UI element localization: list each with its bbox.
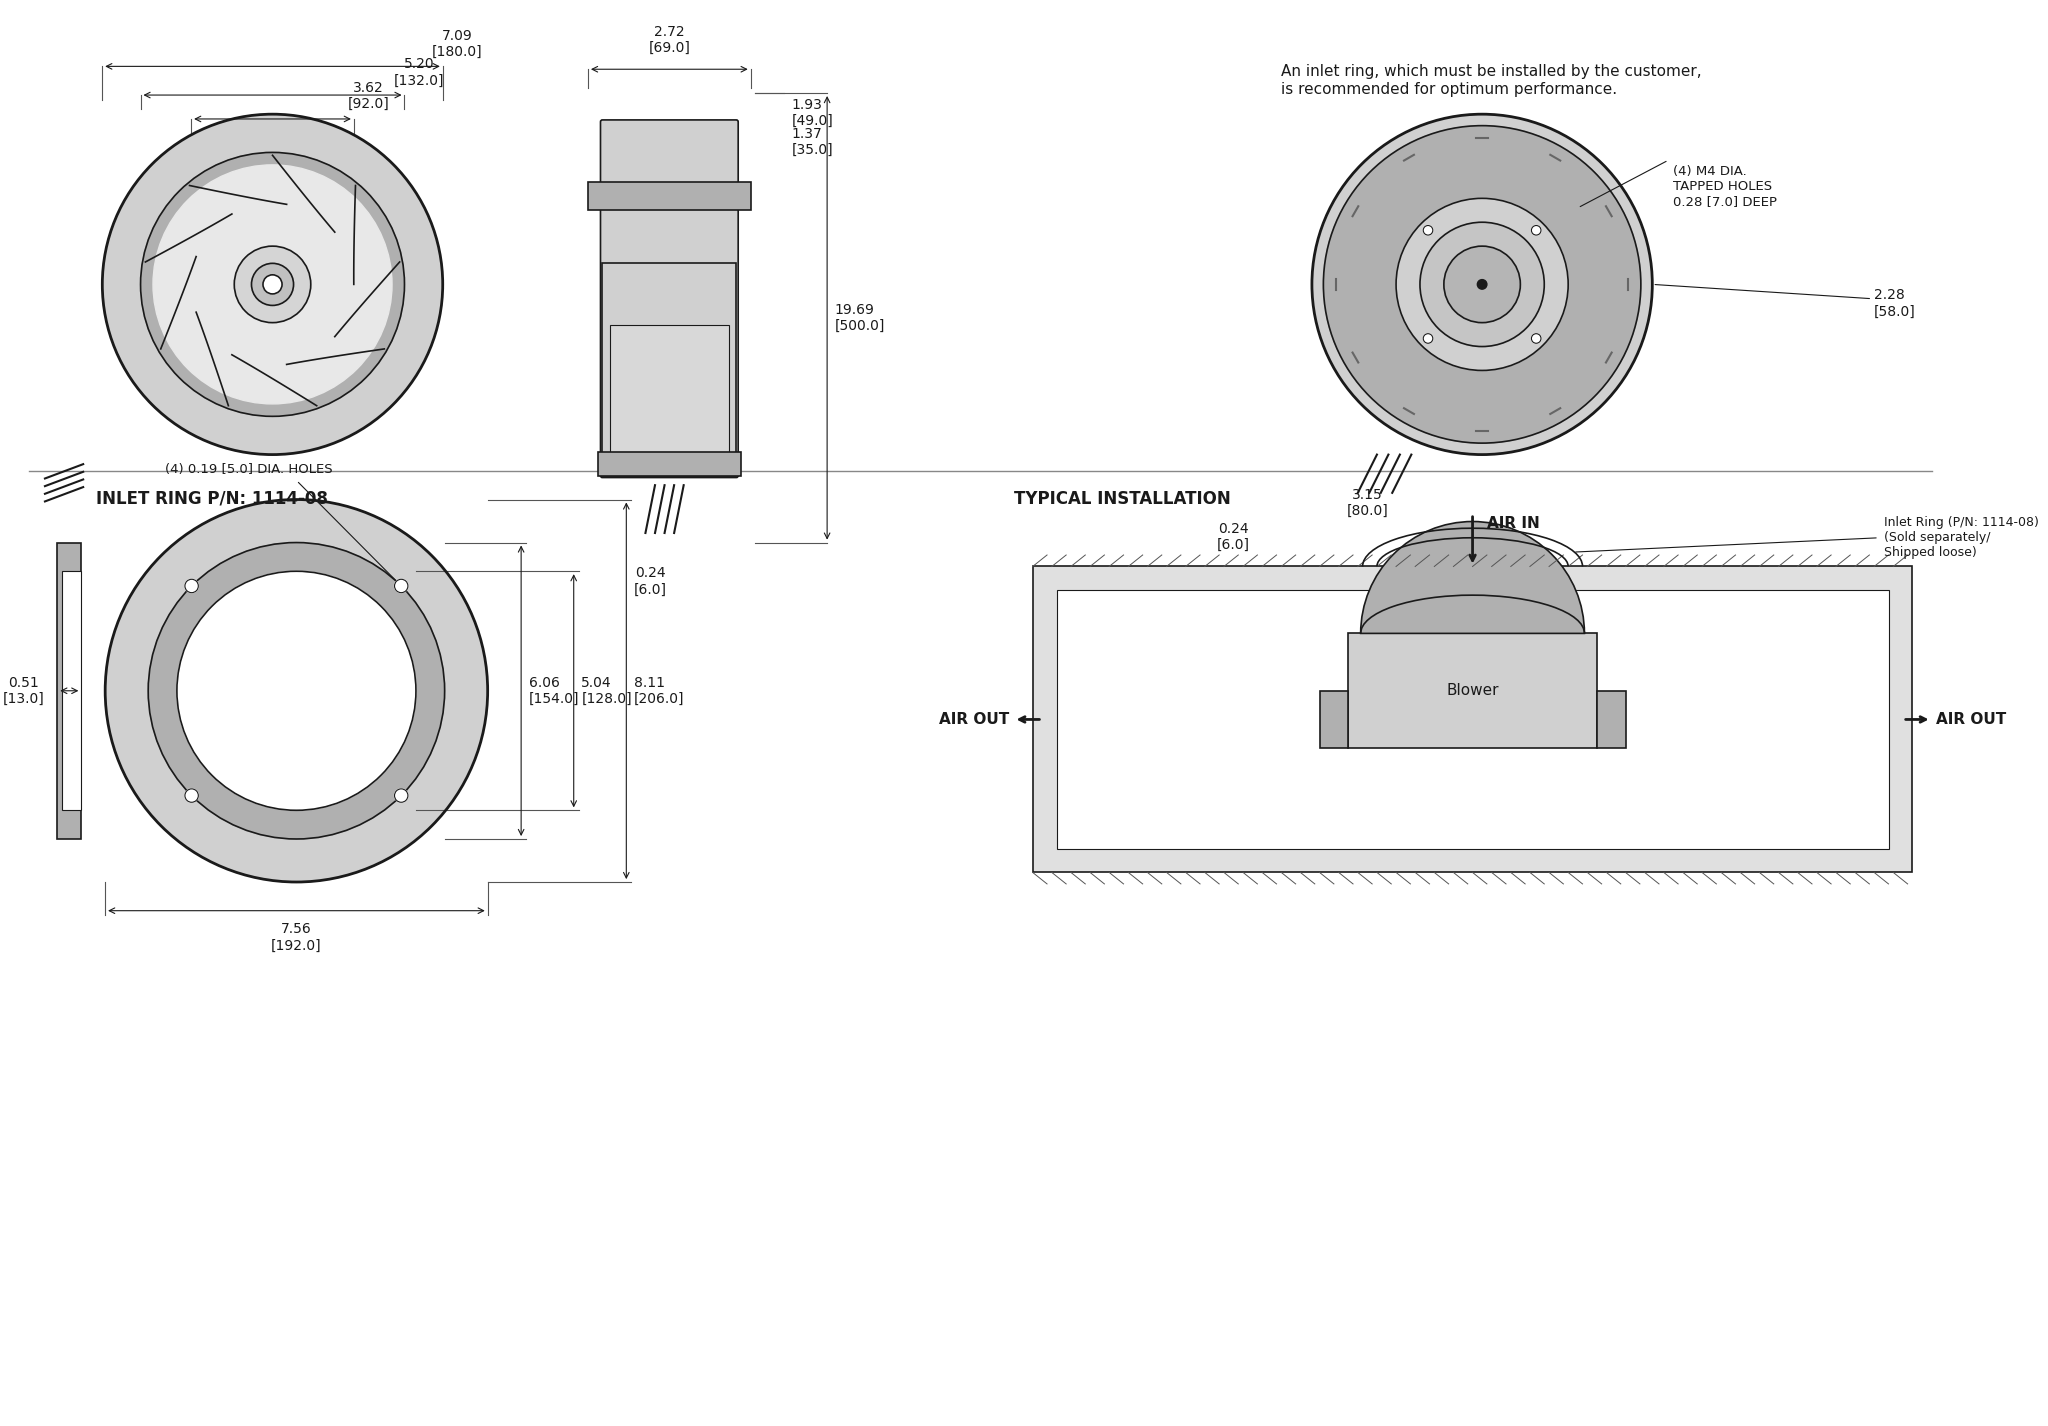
Circle shape — [395, 579, 408, 593]
Text: 7.09
[180.0]: 7.09 [180.0] — [432, 29, 483, 58]
Text: INLET RING P/N: 1114-08: INLET RING P/N: 1114-08 — [96, 491, 328, 508]
Wedge shape — [1360, 522, 1585, 633]
Text: 2.72
[69.0]: 2.72 [69.0] — [649, 24, 690, 54]
Bar — [610, 325, 729, 466]
Circle shape — [233, 247, 311, 322]
Circle shape — [154, 165, 391, 404]
Circle shape — [184, 579, 199, 593]
Text: 8.11
[206.0]: 8.11 [206.0] — [635, 676, 684, 706]
Circle shape — [395, 789, 408, 803]
Circle shape — [141, 153, 403, 416]
Text: 6.06
[154.0]: 6.06 [154.0] — [528, 676, 580, 706]
Circle shape — [1419, 222, 1544, 347]
Bar — [1319, 690, 1348, 749]
Circle shape — [1323, 125, 1640, 443]
Text: 0.51
[13.0]: 0.51 [13.0] — [2, 676, 45, 706]
Circle shape — [184, 789, 199, 803]
Bar — [57, 542, 82, 838]
Circle shape — [1423, 225, 1434, 235]
Bar — [588, 181, 752, 210]
Text: Inlet Ring (P/N: 1114-08)
(Sold separately/
Shipped loose): Inlet Ring (P/N: 1114-08) (Sold separate… — [1884, 516, 2038, 559]
Text: Blower: Blower — [1446, 683, 1499, 699]
Circle shape — [1313, 114, 1653, 455]
FancyBboxPatch shape — [600, 120, 737, 478]
Text: 0.24
[6.0]: 0.24 [6.0] — [633, 566, 668, 596]
Text: AIR IN: AIR IN — [1487, 516, 1540, 530]
Circle shape — [1532, 225, 1540, 235]
Bar — [1057, 590, 1888, 848]
Circle shape — [1397, 198, 1569, 371]
Text: 3.15
[80.0]: 3.15 [80.0] — [1346, 488, 1389, 518]
Text: (4) 0.19 [5.0] DIA. HOLES: (4) 0.19 [5.0] DIA. HOLES — [164, 462, 332, 476]
Circle shape — [147, 542, 444, 838]
Text: 7.56
[192.0]: 7.56 [192.0] — [270, 923, 322, 953]
Circle shape — [1477, 279, 1487, 289]
Circle shape — [262, 275, 283, 294]
Bar — [598, 452, 741, 476]
Circle shape — [1423, 334, 1434, 344]
Bar — [602, 264, 737, 476]
Circle shape — [104, 499, 487, 883]
Circle shape — [1444, 247, 1520, 322]
Bar — [1348, 633, 1597, 749]
Bar — [1597, 690, 1626, 749]
Bar — [61, 572, 82, 810]
Text: AIR OUT: AIR OUT — [1935, 712, 2007, 727]
Text: 0.24
[6.0]: 0.24 [6.0] — [1217, 522, 1249, 552]
Text: 2.28
[58.0]: 2.28 [58.0] — [1874, 288, 1917, 318]
Text: 1.37
[35.0]: 1.37 [35.0] — [793, 127, 834, 157]
Circle shape — [102, 114, 442, 455]
Text: TYPICAL INSTALLATION: TYPICAL INSTALLATION — [1014, 491, 1231, 508]
Circle shape — [1532, 334, 1540, 344]
Circle shape — [176, 572, 416, 810]
Text: 19.69
[500.0]: 19.69 [500.0] — [836, 302, 885, 332]
Circle shape — [252, 264, 293, 305]
Text: 5.04
[128.0]: 5.04 [128.0] — [582, 676, 633, 706]
Text: 3.62
[92.0]: 3.62 [92.0] — [348, 81, 389, 111]
Text: 5.20
[132.0]: 5.20 [132.0] — [393, 57, 444, 87]
Bar — [1032, 566, 1913, 873]
Text: An inlet ring, which must be installed by the customer,
is recommended for optim: An inlet ring, which must be installed b… — [1282, 64, 1702, 97]
Text: AIR OUT: AIR OUT — [938, 712, 1010, 727]
Text: (4) M4 DIA.
TAPPED HOLES
0.28 [7.0] DEEP: (4) M4 DIA. TAPPED HOLES 0.28 [7.0] DEEP — [1673, 165, 1778, 208]
Text: 1.93
[49.0]: 1.93 [49.0] — [793, 98, 834, 128]
